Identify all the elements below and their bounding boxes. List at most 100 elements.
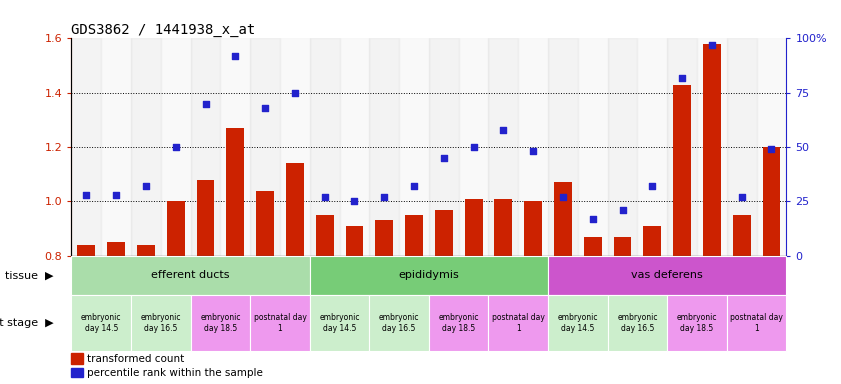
Bar bbox=[435, 210, 452, 384]
Bar bbox=[191, 38, 220, 256]
Bar bbox=[71, 256, 309, 295]
Bar bbox=[197, 180, 214, 384]
Bar bbox=[71, 354, 83, 364]
Bar bbox=[733, 215, 750, 384]
Text: postnatal day
1: postnatal day 1 bbox=[253, 313, 306, 333]
Bar bbox=[489, 38, 518, 256]
Point bbox=[764, 146, 778, 152]
Bar bbox=[637, 38, 667, 256]
Bar bbox=[489, 295, 548, 351]
Text: embryonic
day 18.5: embryonic day 18.5 bbox=[200, 313, 241, 333]
Text: GDS3862 / 1441938_x_at: GDS3862 / 1441938_x_at bbox=[71, 23, 256, 37]
Bar bbox=[727, 295, 786, 351]
Bar bbox=[703, 44, 721, 384]
Bar bbox=[518, 38, 548, 256]
Text: embryonic
day 14.5: embryonic day 14.5 bbox=[558, 313, 598, 333]
Bar bbox=[220, 38, 251, 256]
Text: embryonic
day 16.5: embryonic day 16.5 bbox=[379, 313, 420, 333]
Bar bbox=[191, 295, 251, 351]
Point bbox=[467, 144, 480, 150]
Bar bbox=[763, 147, 780, 384]
Text: postnatal day
1: postnatal day 1 bbox=[492, 313, 545, 333]
Bar bbox=[286, 163, 304, 384]
Text: transformed count: transformed count bbox=[87, 354, 184, 364]
Bar bbox=[309, 256, 548, 295]
Point bbox=[169, 144, 182, 150]
Bar bbox=[464, 199, 483, 384]
Bar bbox=[673, 84, 691, 384]
Point bbox=[735, 194, 748, 200]
Bar bbox=[161, 38, 191, 256]
Point bbox=[198, 101, 212, 107]
Bar bbox=[309, 38, 340, 256]
Text: development stage  ▶: development stage ▶ bbox=[0, 318, 54, 328]
Bar bbox=[167, 201, 185, 384]
Text: embryonic
day 18.5: embryonic day 18.5 bbox=[438, 313, 479, 333]
Bar bbox=[495, 199, 512, 384]
Point bbox=[616, 207, 629, 213]
Bar bbox=[584, 237, 601, 384]
Bar bbox=[667, 295, 727, 351]
Bar bbox=[131, 295, 191, 351]
Text: percentile rank within the sample: percentile rank within the sample bbox=[87, 368, 263, 378]
Bar bbox=[429, 295, 489, 351]
Bar bbox=[251, 295, 309, 351]
Bar bbox=[340, 38, 369, 256]
Bar bbox=[280, 38, 309, 256]
Point bbox=[526, 148, 540, 154]
Text: efferent ducts: efferent ducts bbox=[151, 270, 230, 280]
Point bbox=[646, 183, 659, 189]
Text: epididymis: epididymis bbox=[399, 270, 459, 280]
Point bbox=[586, 216, 600, 222]
Point bbox=[288, 89, 302, 96]
Text: tissue  ▶: tissue ▶ bbox=[5, 270, 54, 280]
Point bbox=[556, 194, 569, 200]
Point bbox=[705, 42, 718, 48]
Bar bbox=[548, 38, 578, 256]
Bar bbox=[101, 38, 131, 256]
Text: embryonic
day 14.5: embryonic day 14.5 bbox=[320, 313, 360, 333]
Text: vas deferens: vas deferens bbox=[632, 270, 703, 280]
Bar bbox=[71, 368, 83, 377]
Bar bbox=[727, 38, 757, 256]
Bar bbox=[667, 38, 697, 256]
Bar bbox=[757, 38, 786, 256]
Point bbox=[258, 105, 272, 111]
Point bbox=[109, 192, 123, 198]
Bar bbox=[405, 215, 423, 384]
Bar bbox=[578, 38, 607, 256]
Point bbox=[318, 194, 331, 200]
Bar bbox=[607, 295, 667, 351]
Bar bbox=[71, 295, 131, 351]
Text: embryonic
day 16.5: embryonic day 16.5 bbox=[617, 313, 658, 333]
Bar bbox=[251, 38, 280, 256]
Bar bbox=[429, 38, 458, 256]
Bar bbox=[137, 245, 155, 384]
Point bbox=[407, 183, 420, 189]
Bar bbox=[131, 38, 161, 256]
Point bbox=[80, 192, 93, 198]
Bar bbox=[346, 226, 363, 384]
Bar bbox=[614, 237, 632, 384]
Point bbox=[497, 127, 510, 133]
Point bbox=[347, 198, 361, 204]
Text: postnatal day
1: postnatal day 1 bbox=[730, 313, 783, 333]
Bar bbox=[71, 38, 101, 256]
Bar bbox=[548, 295, 607, 351]
Bar bbox=[257, 190, 274, 384]
Bar bbox=[554, 182, 572, 384]
Bar bbox=[399, 38, 429, 256]
Point bbox=[140, 183, 153, 189]
Bar bbox=[77, 245, 95, 384]
Point bbox=[378, 194, 391, 200]
Bar bbox=[369, 38, 399, 256]
Bar bbox=[643, 226, 661, 384]
Point bbox=[229, 53, 242, 59]
Point bbox=[437, 155, 451, 161]
Bar bbox=[226, 128, 244, 384]
Bar bbox=[524, 201, 542, 384]
Bar bbox=[309, 295, 369, 351]
Text: embryonic
day 14.5: embryonic day 14.5 bbox=[81, 313, 121, 333]
Bar bbox=[375, 220, 393, 384]
Point bbox=[675, 74, 689, 81]
